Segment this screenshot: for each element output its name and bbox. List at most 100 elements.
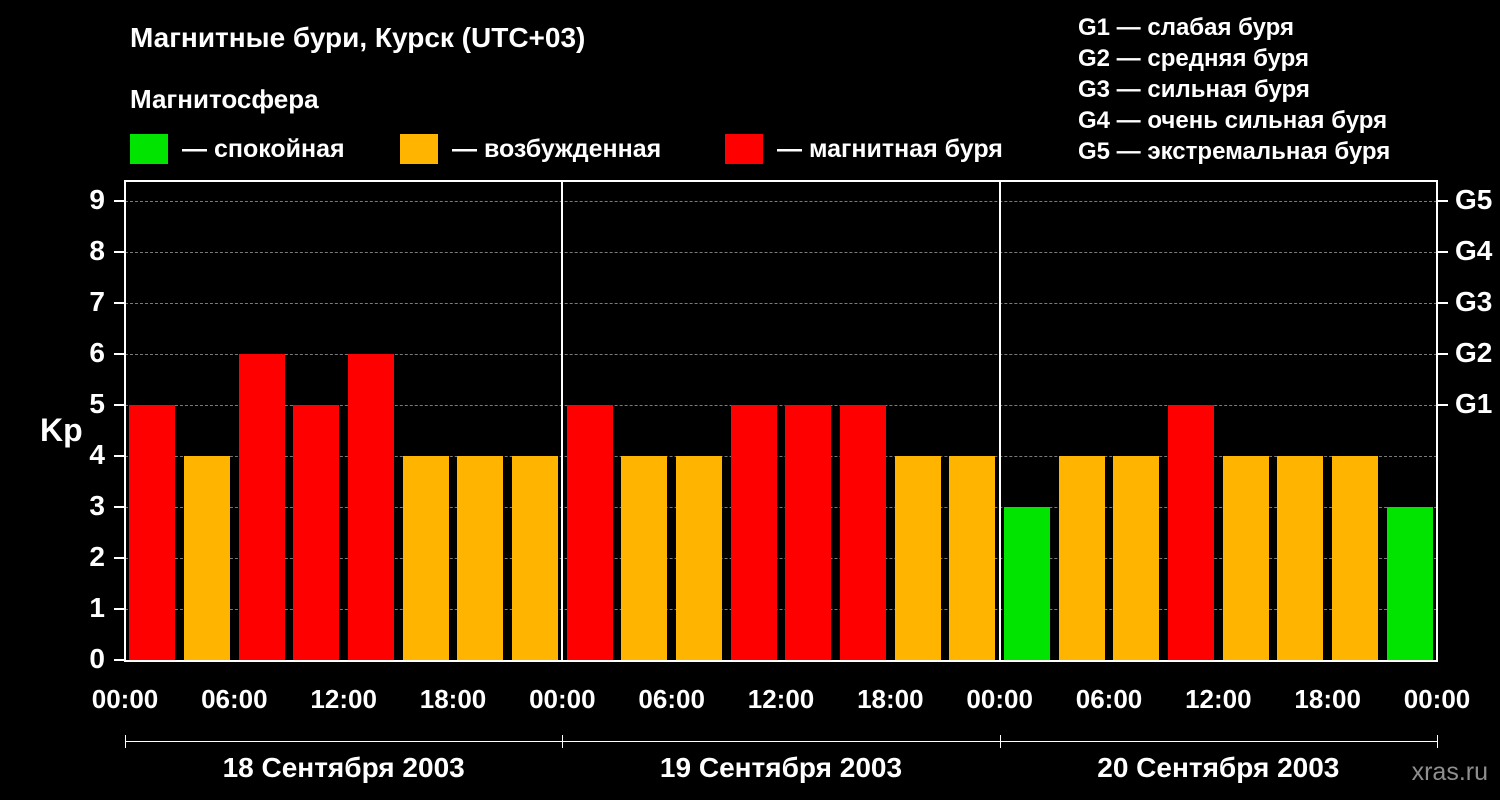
x-axis-label: 06:00: [201, 684, 268, 714]
kp-bar: [785, 405, 832, 660]
x-axis-label: 00:00: [91, 684, 159, 714]
date-label: 20 Сентября 2003: [1097, 752, 1340, 783]
kp-bar: [949, 456, 996, 660]
date-label: 19 Сентября 2003: [659, 752, 903, 783]
kp-bar: [293, 405, 340, 660]
g-scale-line: G2 — средняя буря: [1078, 45, 1309, 72]
kp-bar: [1332, 456, 1378, 660]
storm-color-swatch: [725, 134, 763, 164]
y-axis-label: 0: [89, 643, 105, 674]
y-axis-title: Kp: [40, 412, 83, 448]
kp-bar: [348, 354, 394, 660]
date-axis-tick: [1437, 735, 1438, 748]
x-axis-label: 18:00: [1294, 684, 1361, 714]
y-axis-tick: [114, 353, 124, 355]
x-axis-label: 18:00: [419, 684, 487, 714]
kp-bar: [129, 405, 176, 660]
right-axis-tick: [1438, 404, 1448, 406]
kp-bar: [730, 405, 777, 660]
g-scale-line: G5 — экстремальная буря: [1078, 138, 1391, 165]
kp-bar: [402, 456, 449, 660]
gridline: [125, 201, 1437, 202]
kp-bar: [1058, 456, 1105, 660]
y-axis-tick: [114, 455, 124, 457]
x-axis-label: 00:00: [966, 684, 1033, 714]
y-axis-label: 5: [89, 388, 105, 419]
g-scale-line: G3 — сильная буря: [1078, 76, 1310, 103]
date-axis-line: [999, 741, 1437, 742]
right-axis-tick: [1438, 200, 1448, 202]
kp-bar: [1004, 507, 1050, 660]
gridline: [125, 405, 1437, 406]
y-axis-tick: [114, 251, 124, 253]
plot-vertical-line: [124, 180, 126, 660]
right-axis-tick: [1438, 302, 1448, 304]
right-axis-label: G2: [1455, 337, 1493, 368]
kp-bar: [184, 456, 230, 660]
kp-bar: [512, 456, 558, 660]
x-axis-line: [124, 660, 1438, 662]
kp-bar: [894, 456, 941, 660]
y-axis-label: 7: [89, 286, 105, 317]
kp-bar: [1386, 507, 1433, 660]
kp-bar: [1277, 456, 1324, 660]
quiet-color-swatch: [130, 134, 168, 164]
x-axis-label: 00:00: [1403, 684, 1471, 714]
x-axis-label: 18:00: [857, 684, 924, 714]
gridline: [125, 507, 1437, 508]
legend-item-storm: — магнитная буря: [725, 133, 1003, 165]
y-axis-tick: [114, 659, 124, 661]
g-scale-line: G1 — слабая буря: [1078, 14, 1295, 41]
right-axis-tick: [1438, 353, 1448, 355]
y-axis-tick: [114, 404, 124, 406]
plot-vertical-line: [998, 180, 1001, 660]
x-axis-label: 00:00: [529, 684, 596, 714]
kp-bar: [1168, 405, 1214, 660]
kp-bar: [621, 456, 668, 660]
y-axis-tick: [114, 608, 124, 610]
y-axis-label: 4: [89, 439, 105, 470]
y-axis-tick: [114, 302, 124, 304]
plot-vertical-line: [1436, 180, 1438, 660]
active-color-swatch: [400, 134, 438, 164]
kp-bar: [566, 405, 613, 660]
date-axis-tick: [125, 735, 126, 748]
x-axis-label: 12:00: [310, 684, 377, 714]
g-scale-legend: G1 — слабая буря G2 — средняя буря G3 — …: [1078, 12, 1390, 167]
y-axis-label: 2: [89, 541, 105, 572]
kp-bar: [1113, 456, 1160, 660]
date-label: 18 Сентября 2003: [222, 752, 465, 783]
date-axis-line: [125, 741, 563, 742]
kp-bar: [1222, 456, 1269, 660]
date-axis-tick: [562, 735, 564, 748]
right-axis-label: G3: [1455, 286, 1493, 317]
g-scale-line: G4 — очень сильная буря: [1078, 107, 1388, 134]
legend-item-active: — возбужденная: [400, 133, 661, 165]
gridline: [125, 456, 1437, 457]
y-axis-label: 1: [89, 592, 105, 623]
page-title: Магнитные бури, Курск (UTC+03): [130, 22, 586, 53]
y-axis-label: 3: [89, 490, 105, 521]
legend-item-quiet: — спокойная: [130, 133, 345, 165]
x-axis-label: 06:00: [1075, 684, 1143, 714]
x-axis-label: 12:00: [747, 684, 815, 714]
plot-top-border: [124, 180, 1438, 182]
kp-bar: [676, 456, 722, 660]
right-axis-label: G4: [1455, 235, 1493, 266]
kp-bar: [457, 456, 504, 660]
legend-item-label: — магнитная буря: [777, 134, 1003, 163]
right-axis-label: G5: [1455, 184, 1493, 215]
y-axis-label: 8: [89, 235, 105, 266]
watermark-link[interactable]: xras.ru: [1411, 758, 1488, 786]
legend-item-label: — возбужденная: [452, 134, 662, 163]
gridline: [125, 609, 1437, 610]
x-axis-label: 12:00: [1185, 684, 1252, 714]
gridline: [125, 558, 1437, 559]
y-axis-tick: [114, 557, 124, 559]
date-axis-line: [562, 741, 1000, 742]
y-axis-label: 9: [89, 184, 105, 215]
right-axis-tick: [1438, 251, 1448, 253]
kp-bar: [840, 405, 886, 660]
magnetosphere-label: Магнитосфера: [130, 84, 319, 114]
